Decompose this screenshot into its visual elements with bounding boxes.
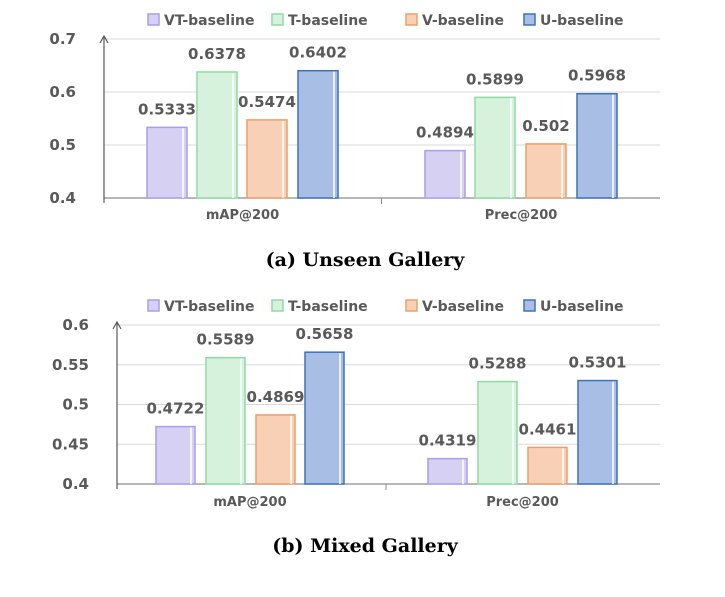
y-tick-label: 0.4 [49,189,76,207]
legend-label: T-baseline [288,13,368,29]
data-label: 0.5288 [469,355,527,373]
data-label: 0.5899 [466,70,524,88]
data-label: 0.5474 [238,93,296,111]
bar [246,119,288,199]
y-axis-arrow [112,320,122,330]
legend-swatch [405,299,418,312]
x-tick-label: mAP@200 [213,495,286,510]
chart-caption: (a) Unseen Gallery [266,249,466,271]
bar [205,356,246,485]
y-tick-label: 0.6 [49,83,76,101]
legend-item: VT-baseline [147,299,255,315]
bar [477,380,518,485]
y-tick-label: 0.5 [62,396,89,414]
bar [474,96,516,199]
bar [196,71,238,199]
x-tick-label: Prec@200 [485,208,558,223]
data-label: 0.5589 [197,331,255,349]
y-tick-label: 0.55 [52,356,89,374]
y-tick-label: 0.6 [62,316,89,334]
data-label: 0.5658 [296,325,354,343]
data-label: 0.4319 [419,432,477,450]
legend-swatch [523,13,536,26]
data-label: 0.4461 [519,420,577,438]
legend-item: U-baseline [523,13,624,29]
bar [577,379,618,485]
bar [525,143,567,199]
data-label: 0.502 [522,117,569,135]
x-tick-label: mAP@200 [206,208,279,223]
legend-item: T-baseline [271,13,368,29]
bar [255,414,296,485]
chart-1: VT-baseline T-baseline V-baseline U-baselin… [49,13,660,271]
y-tick-label: 0.5 [49,136,76,154]
chart-caption: (b) Mixed Gallery [272,535,459,557]
x-tick-label: Prec@200 [486,495,559,510]
bar [146,126,188,199]
data-label: 0.5968 [568,67,626,85]
legend-label: V-baseline [422,299,504,315]
data-label: 0.4869 [247,388,305,406]
bar [424,149,466,199]
data-label: 0.6402 [289,44,347,62]
chart-2: VT-baseline T-baseline V-baseline U-baselin… [52,299,660,557]
data-label: 0.4722 [147,400,205,418]
legend-swatch [405,13,418,26]
bar [304,351,345,485]
legend-swatch [147,13,160,26]
data-label: 0.4894 [416,124,474,142]
legend-label: U-baseline [540,299,624,315]
legend-swatch [523,299,536,312]
legend-item: V-baseline [405,13,504,29]
bar [527,446,568,485]
bar [427,457,468,485]
legend-item: V-baseline [405,299,504,315]
y-tick-label: 0.45 [52,435,89,453]
legend-label: U-baseline [540,13,624,29]
legend-item: U-baseline [523,299,624,315]
data-label: 0.5301 [569,354,627,372]
legend-label: V-baseline [422,13,504,29]
bar [155,425,196,485]
data-label: 0.5333 [138,100,196,118]
y-tick-label: 0.7 [49,30,76,48]
data-label: 0.6378 [188,45,246,63]
legend-item: VT-baseline [147,13,255,29]
legend-swatch [147,299,160,312]
legend-label: VT-baseline [164,299,255,315]
y-axis-arrow [99,34,109,44]
bar [576,92,618,199]
y-tick-label: 0.4 [62,475,89,493]
legend-item: T-baseline [271,299,368,315]
legend-label: VT-baseline [164,13,255,29]
bar [297,69,339,199]
legend-swatch [271,13,284,26]
legend-label: T-baseline [288,299,368,315]
legend-swatch [271,299,284,312]
